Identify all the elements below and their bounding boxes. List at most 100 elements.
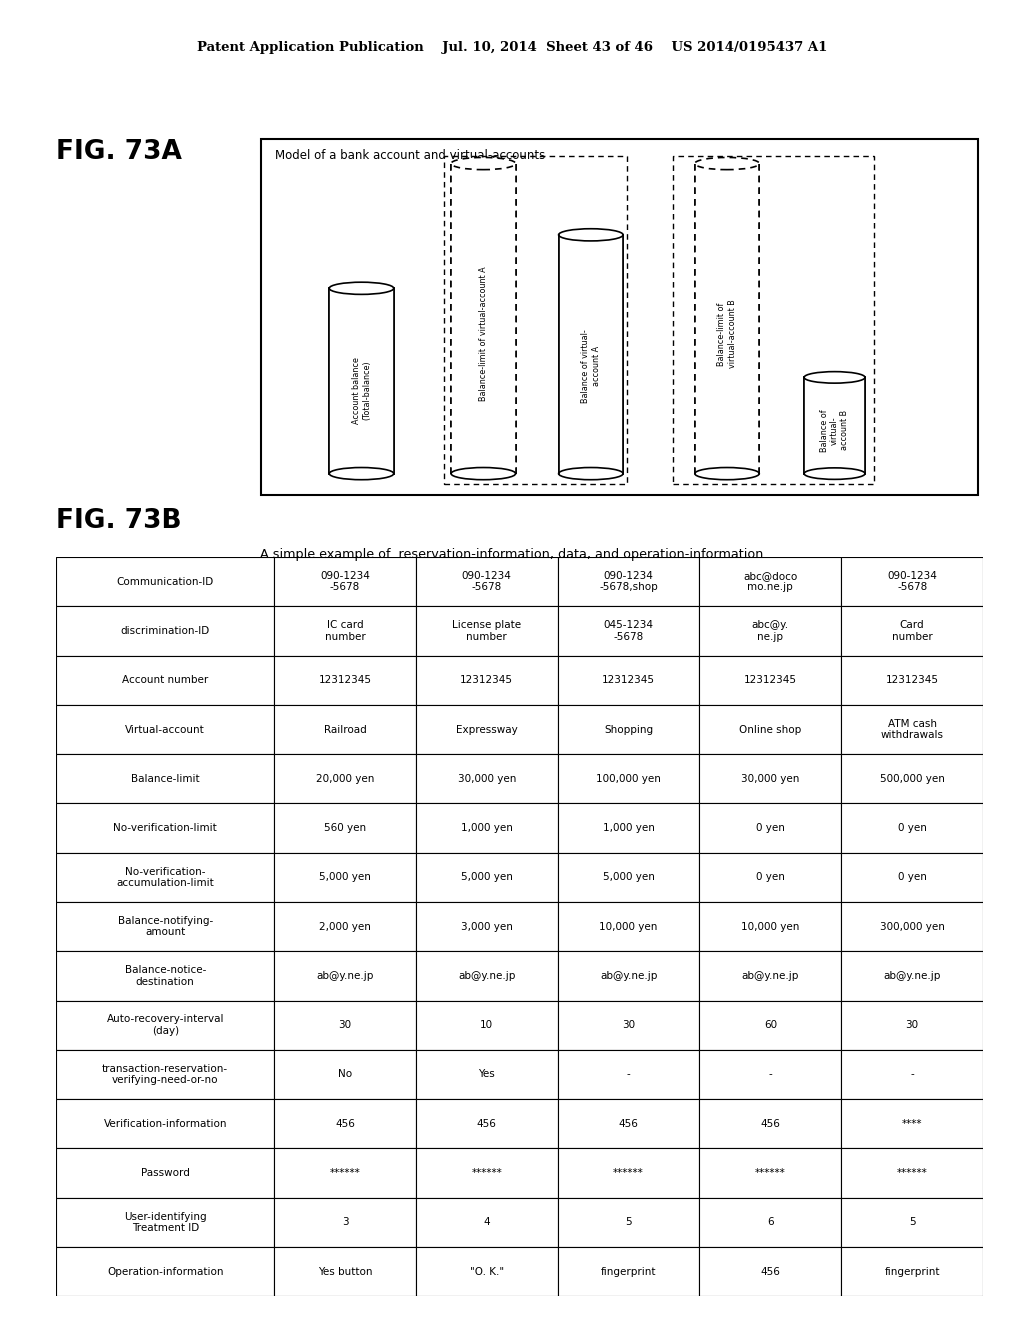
Bar [274, 705, 416, 754]
Text: 3: 3 [342, 1217, 348, 1228]
Text: Card
number: Card number [892, 620, 933, 642]
Text: 12312345: 12312345 [886, 676, 939, 685]
Bar [274, 952, 416, 1001]
Bar [416, 1100, 558, 1148]
Bar [558, 804, 699, 853]
Ellipse shape [330, 467, 393, 479]
Bar [558, 902, 699, 952]
Text: ******: ****** [613, 1168, 644, 1177]
Text: Operation-information: Operation-information [106, 1267, 223, 1276]
Bar [274, 1001, 416, 1049]
Text: Yes button: Yes button [317, 1267, 373, 1276]
Text: "O. K.": "O. K." [470, 1267, 504, 1276]
Bar [804, 378, 865, 474]
Text: 456: 456 [761, 1119, 780, 1129]
Text: ******: ****** [330, 1168, 360, 1177]
Bar [699, 656, 842, 705]
Bar [842, 804, 983, 853]
Text: Balance-limit of virtual-account A: Balance-limit of virtual-account A [479, 267, 487, 401]
Bar [699, 1197, 842, 1247]
Text: 6: 6 [767, 1217, 774, 1228]
Bar [56, 705, 274, 754]
Text: Balance-notice-
destination: Balance-notice- destination [125, 965, 206, 987]
Bar [558, 606, 699, 656]
Text: 5,000 yen: 5,000 yen [319, 873, 371, 882]
Bar [56, 1001, 274, 1049]
Text: 30: 30 [905, 1020, 919, 1030]
Bar [274, 656, 416, 705]
Text: ATM cash
withdrawals: ATM cash withdrawals [881, 718, 944, 741]
Text: 456: 456 [335, 1119, 355, 1129]
Text: 30,000 yen: 30,000 yen [741, 774, 800, 784]
Text: 1,000 yen: 1,000 yen [603, 824, 654, 833]
Bar [416, 1247, 558, 1296]
Ellipse shape [694, 157, 759, 170]
Text: Balance of virtual-
account A: Balance of virtual- account A [582, 329, 600, 403]
Text: 12312345: 12312345 [460, 676, 513, 685]
Text: Expressway: Expressway [456, 725, 518, 734]
Text: 4: 4 [483, 1217, 490, 1228]
Bar [842, 1049, 983, 1100]
Text: Balance of
virtual-
account B: Balance of virtual- account B [819, 409, 850, 451]
Bar [56, 853, 274, 902]
Text: 456: 456 [618, 1119, 639, 1129]
Bar [274, 1049, 416, 1100]
Text: 10,000 yen: 10,000 yen [599, 921, 657, 932]
Text: Balance-limit of
virtual-account B: Balance-limit of virtual-account B [718, 300, 736, 368]
Bar [842, 557, 983, 606]
Text: Account balance
(Total-balance): Account balance (Total-balance) [352, 356, 371, 424]
Bar [274, 1197, 416, 1247]
Bar [56, 1247, 274, 1296]
Text: Communication-ID: Communication-ID [117, 577, 214, 586]
Bar [56, 1100, 274, 1148]
Bar [558, 1247, 699, 1296]
Ellipse shape [330, 282, 393, 294]
Text: 090-1234
-5678: 090-1234 -5678 [462, 570, 512, 593]
Bar [56, 1148, 274, 1197]
Text: ******: ****** [755, 1168, 785, 1177]
Bar [699, 804, 842, 853]
Text: 500,000 yen: 500,000 yen [880, 774, 944, 784]
Text: 090-1234
-5678: 090-1234 -5678 [321, 570, 370, 593]
Bar [842, 902, 983, 952]
Bar [56, 557, 274, 606]
Text: 300,000 yen: 300,000 yen [880, 921, 944, 932]
Bar [451, 164, 515, 474]
Text: Yes: Yes [478, 1069, 496, 1080]
Text: 20,000 yen: 20,000 yen [315, 774, 374, 784]
Text: FIG. 73A: FIG. 73A [56, 139, 182, 165]
Text: 560 yen: 560 yen [324, 824, 366, 833]
Text: Virtual-account: Virtual-account [125, 725, 205, 734]
Ellipse shape [804, 467, 865, 479]
Bar [842, 853, 983, 902]
Bar [56, 754, 274, 804]
Text: 10,000 yen: 10,000 yen [741, 921, 800, 932]
Bar [444, 156, 627, 484]
Bar [559, 235, 623, 474]
Text: ******: ****** [897, 1168, 928, 1177]
Bar [558, 1049, 699, 1100]
Text: 0 yen: 0 yen [756, 873, 784, 882]
Bar [416, 952, 558, 1001]
Text: abc@y.
ne.jp: abc@y. ne.jp [752, 620, 788, 642]
Text: transaction-reservation-
verifying-need-or-no: transaction-reservation- verifying-need-… [102, 1064, 228, 1085]
Bar [558, 952, 699, 1001]
Text: 30: 30 [338, 1020, 351, 1030]
Text: ****: **** [902, 1119, 923, 1129]
Ellipse shape [559, 228, 623, 242]
Text: No: No [338, 1069, 352, 1080]
Text: Model of a bank account and virtual-accounts: Model of a bank account and virtual-acco… [275, 149, 546, 162]
Text: abc@doco
mo.ne.jp: abc@doco mo.ne.jp [743, 570, 798, 593]
Text: IC card
number: IC card number [325, 620, 366, 642]
Bar [558, 1100, 699, 1148]
Text: 3,000 yen: 3,000 yen [461, 921, 513, 932]
Bar [56, 804, 274, 853]
Text: Account number: Account number [122, 676, 208, 685]
Text: Patent Application Publication    Jul. 10, 2014  Sheet 43 of 46    US 2014/01954: Patent Application Publication Jul. 10, … [197, 41, 827, 54]
Text: 1,000 yen: 1,000 yen [461, 824, 513, 833]
Text: 045-1234
-5678: 045-1234 -5678 [603, 620, 653, 642]
Bar [558, 853, 699, 902]
Bar [274, 557, 416, 606]
Bar [416, 804, 558, 853]
Bar [842, 705, 983, 754]
